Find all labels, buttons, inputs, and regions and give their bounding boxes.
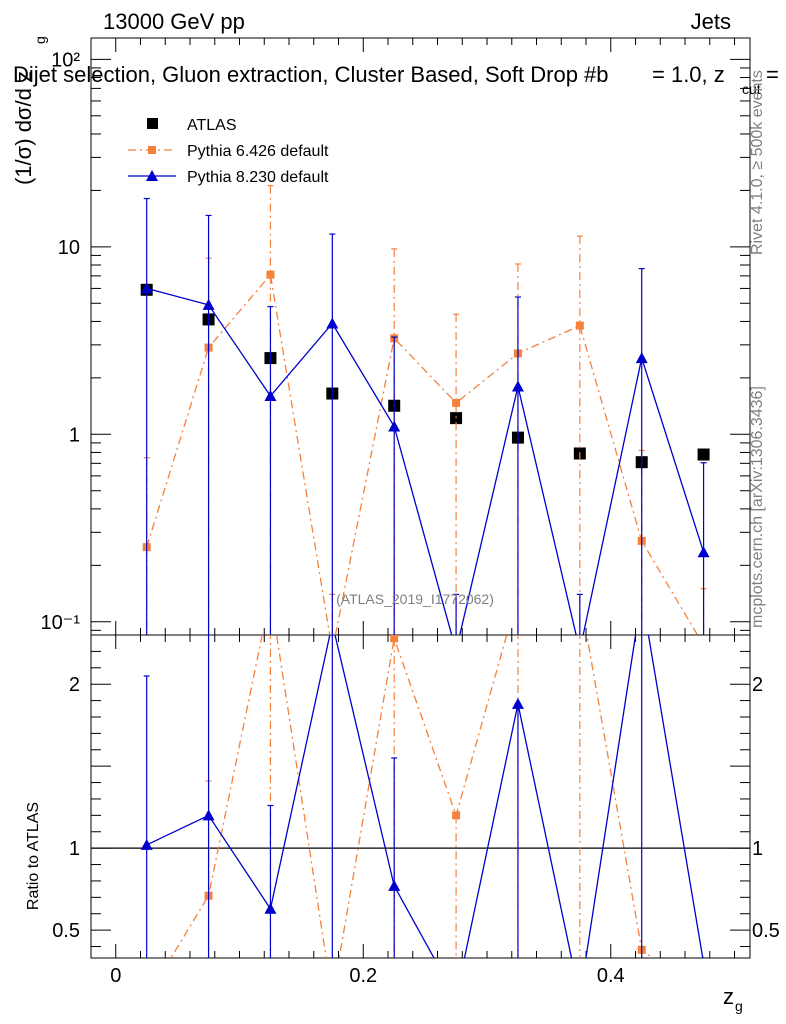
ratio-ylabel-text: Ratio to ATLAS	[25, 802, 42, 910]
x-tick-label: 0.4	[597, 965, 625, 987]
main-y-tick-label: 10⁻¹	[41, 612, 81, 634]
main-y-tick-label: 10²	[51, 49, 80, 71]
legend: ATLAS Pythia 6.426 default Pythia 8.230 …	[128, 117, 329, 186]
data-point-pythia6	[575, 321, 584, 330]
ratio-point-pythia6	[328, 1001, 336, 1009]
plot-frames	[90, 37, 751, 959]
data-point-pythia8	[697, 546, 710, 558]
x-axis-label: z g	[723, 984, 743, 1014]
legend-marker-pythia8	[146, 170, 158, 181]
main-ylabel-subscript: g	[32, 36, 48, 44]
series-line-pythia8	[146, 287, 705, 635]
ratio-y-tick-label-left: 1	[69, 838, 80, 860]
mcplots-credit: mcplots.cern.ch [arXiv:1306.3436]	[749, 386, 766, 628]
ratio-frame	[90, 634, 751, 959]
data-point-pythia8	[635, 352, 648, 364]
ratio-point-pythia8	[511, 697, 524, 709]
mcplots-credit-text: mcplots.cern.ch [arXiv:1306.3436]	[749, 386, 766, 628]
ratio-line-pythia6	[170, 635, 654, 958]
ratio-point-pythia8	[264, 902, 277, 914]
ratio-point-pythia8	[388, 879, 401, 891]
xlabel-subscript: g	[735, 998, 743, 1014]
data-point-atlas	[697, 448, 710, 461]
ratio-y-tick-label-left: 2	[69, 674, 80, 696]
ratio-point-pythia6	[390, 635, 399, 643]
header-right: Jets	[691, 9, 731, 34]
plot-title: Dijet selection, Gluon extraction, Clust…	[13, 62, 779, 97]
ratio-y-tick-label-right: 2	[752, 674, 763, 696]
legend-label-atlas: ATLAS	[187, 117, 237, 134]
analysis-watermark: (ATLAS_2019_I1772062)	[336, 591, 494, 607]
legend-entry-pythia6: Pythia 6.426 default	[128, 143, 329, 160]
data-point-pythia8	[388, 420, 401, 432]
legend-marker-pythia6	[148, 146, 156, 154]
data-point-pythia8	[202, 298, 215, 310]
tick-labels: 0 0.2 0.4 10⁻¹ 1 10 10² 0.5 0.5 1 1 2 2	[41, 49, 780, 987]
title-sub: cut	[742, 81, 761, 97]
data-point-pythia8	[264, 390, 277, 402]
title-tail: = 1.0, z	[652, 62, 725, 87]
ratio-y-tick-label-left: 0.5	[52, 920, 80, 942]
ratio-point-pythia6	[143, 1001, 151, 1009]
legend-entry-atlas: ATLAS	[147, 117, 237, 134]
data-point-pythia6	[266, 270, 275, 279]
data-point-pythia8	[511, 380, 524, 392]
main-ylabel: (1/σ) dσ/d z	[11, 71, 36, 185]
ratio-point-pythia8	[703, 956, 705, 958]
rivet-version-text: Rivet 4.1.0, ≥ 500k events	[749, 70, 766, 255]
main-y-tick-label: 10	[58, 237, 80, 259]
main-y-tick-label: 1	[69, 424, 80, 446]
legend-label-pythia6: Pythia 6.426 default	[187, 143, 329, 160]
ratio-point-pythia6	[576, 221, 584, 229]
series-ratio-pad	[91, 221, 750, 1009]
legend-marker-atlas	[147, 118, 158, 129]
data-point-pythia6	[452, 398, 461, 407]
ratio-y-tick-label-right: 1	[752, 838, 763, 860]
series-line-pythia6	[146, 273, 699, 635]
ratio-point-pythia6	[452, 811, 461, 820]
legend-entry-pythia8: Pythia 8.230 default	[128, 169, 329, 186]
data-point-pythia8	[326, 317, 339, 329]
ratio-line-pythia8	[146, 635, 704, 958]
title-main: Dijet selection, Gluon extraction, Clust…	[13, 62, 609, 87]
header-left: 13000 GeV pp	[103, 9, 245, 34]
ratio-y-tick-label-right: 0.5	[752, 920, 780, 942]
main-ylabel-text: (1/σ) dσ/d z	[11, 71, 36, 185]
ratio-ylabel: Ratio to ATLAS	[25, 802, 42, 910]
rivet-version: Rivet 4.1.0, ≥ 500k events	[749, 70, 766, 255]
series-main-pad	[140, 185, 710, 656]
legend-label-pythia8: Pythia 8.230 default	[187, 169, 329, 186]
ratio-point-pythia6	[700, 992, 708, 1000]
ratio-point-pythia8	[450, 997, 462, 1008]
data-point-pythia8	[450, 645, 462, 656]
data-point-pythia8	[140, 282, 153, 294]
ratio-point-pythia8	[202, 809, 215, 821]
x-tick-label: 0.2	[349, 965, 377, 987]
xlabel-text: z	[723, 984, 734, 1009]
main-ylabel-sub: g	[32, 36, 48, 44]
data-point-pythia6	[700, 641, 708, 649]
ratio-point-pythia8	[140, 838, 153, 850]
x-tick-label: 0	[110, 965, 121, 987]
title-end: =	[766, 62, 779, 87]
ratio-point-pythia8	[574, 992, 586, 1003]
